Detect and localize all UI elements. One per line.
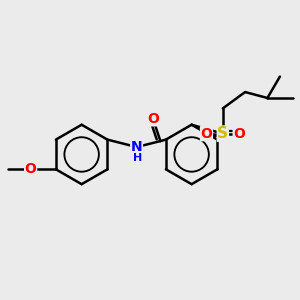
Text: O: O: [147, 112, 159, 126]
Text: S: S: [217, 126, 228, 141]
Text: H: H: [133, 153, 142, 163]
Text: O: O: [233, 127, 245, 141]
Text: O: O: [200, 127, 212, 141]
Text: O: O: [25, 162, 37, 176]
Text: N: N: [131, 140, 142, 154]
